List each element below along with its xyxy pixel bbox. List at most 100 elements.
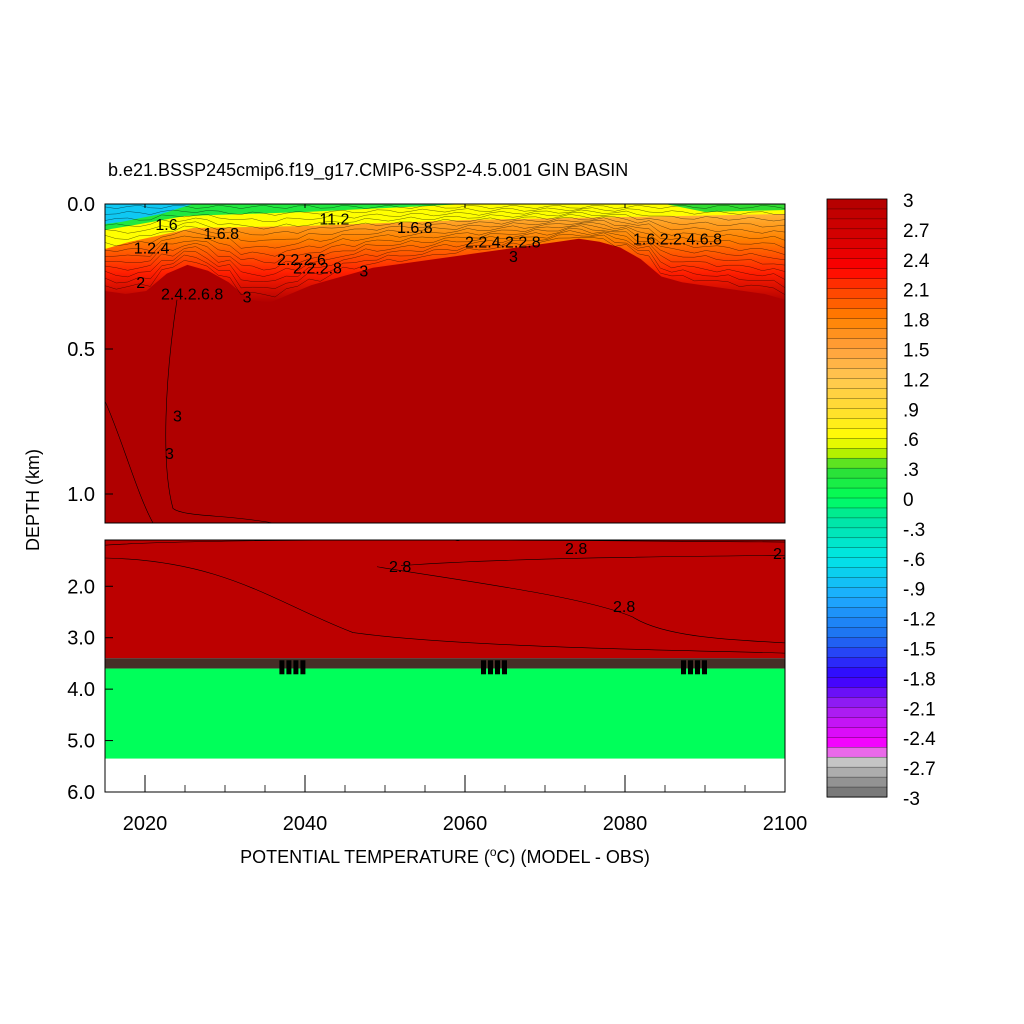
colorbar-swatch [826, 378, 888, 389]
colorbar-frame [826, 198, 888, 798]
colorbar-swatch [826, 338, 888, 350]
contour-line [105, 209, 785, 223]
colorbar-swatch [826, 418, 888, 429]
x-axis-label-head: POTENTIAL TEMPERATURE ( [240, 847, 490, 867]
colorbar-swatch [826, 388, 888, 399]
colorbar-label: 2.7 [903, 221, 929, 242]
contour-label-cluster [702, 660, 707, 675]
colorbar-swatch [826, 457, 888, 469]
colorbar-swatch [826, 348, 888, 360]
colorbar-label: -2.4 [903, 729, 936, 750]
colorbar-swatch [826, 208, 888, 220]
contour-label-cluster [481, 660, 486, 675]
colorbar-swatch [826, 288, 888, 300]
contour-label-cluster [681, 660, 686, 675]
contour-label: 2.2.4.2.2.8 [465, 235, 541, 252]
colorbar-label: .6 [903, 430, 919, 451]
colorbar-swatch [826, 587, 888, 599]
colorbar-swatch [826, 497, 888, 509]
colorbar-label: -2.7 [903, 759, 936, 780]
lower-panel-frame [104, 539, 786, 793]
surface-green-patch-east [665, 204, 785, 212]
colorbar-swatch [826, 717, 888, 728]
contour-line [105, 225, 785, 271]
colorbar-label: -1.8 [903, 669, 936, 690]
contour-label-cluster [488, 660, 493, 675]
contour-line-west [105, 401, 154, 523]
contour-label-cluster [279, 660, 285, 675]
colorbar-swatch [826, 557, 888, 569]
colorbar-swatch [826, 687, 888, 698]
colorbar-swatch [826, 318, 888, 330]
colorbar-label: 3 [903, 191, 914, 212]
colorbar-label: 1.2 [903, 370, 929, 391]
colorbar-swatch [826, 438, 888, 449]
colorbar-swatch [826, 677, 888, 688]
colorbar-label: 1.8 [903, 311, 929, 332]
colorbar-swatch [826, 278, 888, 290]
y-tick-label: 0.0 [67, 194, 95, 216]
colorbar-swatch [826, 747, 888, 758]
colorbar-swatch [826, 467, 888, 479]
contour-label-cluster [688, 660, 693, 675]
contour-line [105, 212, 785, 230]
x-tick-label: 2100 [763, 813, 808, 835]
colorbar-label: -3 [903, 789, 920, 810]
contour-label: 1.6 [155, 217, 177, 234]
contour-label: 2.4.2.6.8 [161, 287, 223, 304]
contour-label-cluster [695, 660, 700, 675]
contour-label: 1.6.2.2.4.6.8 [633, 232, 722, 249]
contour-label: 1.2.4 [134, 240, 170, 257]
deep-warm-field [105, 540, 785, 659]
colorbar-swatch [826, 657, 888, 668]
contour-label: 11.2 [319, 211, 349, 228]
contour-line-3 [165, 299, 274, 523]
x-tick-label: 2080 [603, 813, 648, 835]
colorbar-swatch [826, 258, 888, 270]
contour-line [105, 204, 785, 209]
contour-label: 2.8 [773, 546, 795, 563]
contour-label-cluster [495, 660, 500, 675]
colorbar-swatch [826, 577, 888, 589]
colorbar-swatch [826, 358, 888, 369]
contour-line [105, 219, 785, 249]
contour-label: 3 [359, 264, 368, 281]
y-tick-label: 2.0 [67, 576, 95, 598]
colorbar-swatch [826, 507, 888, 519]
contour-line [105, 207, 785, 216]
colorbar-swatch [826, 428, 888, 439]
contour-line-28-b [376, 566, 785, 644]
colorbar-swatch [826, 537, 888, 549]
colorbar-swatch [826, 776, 888, 788]
x-tick-label: 2040 [283, 813, 328, 835]
colorbar-swatch [826, 368, 888, 379]
colorbar-label: 2.4 [903, 251, 930, 272]
colorbar-swatch [826, 786, 888, 798]
axis-ticks: 2020 2040 2060 2080 2100 0.0 0.5 1.0 2.0 3.0 4.0 5.… [67, 194, 807, 835]
contour-label: 3 [243, 290, 252, 307]
contour-line-3-lower [105, 540, 785, 546]
colorbar-swatch [826, 697, 888, 708]
y-tick-label: 5.0 [67, 731, 95, 753]
contour-label: 2.2.2.8 [293, 261, 342, 278]
x-tick-label: 2020 [123, 813, 168, 835]
y-tick-label: 4.0 [67, 679, 95, 701]
contour-line [105, 223, 785, 264]
y-tick-label: 6.0 [67, 782, 95, 804]
y-tick-label: 3.0 [67, 628, 95, 650]
colorbar-swatch [826, 637, 888, 649]
colorbar-swatch [826, 298, 888, 310]
colorbar-label: .3 [903, 460, 919, 481]
colorbar-swatch [826, 477, 888, 489]
colorbar-swatch [826, 448, 888, 459]
contour-label: 3 [509, 249, 518, 266]
colorbar-swatch [826, 597, 888, 609]
colorbar-swatch [826, 667, 888, 678]
lower-panel: 3 2.8 3 2.8 2.8 2.8 [105, 528, 795, 792]
contour-label-cluster [502, 660, 507, 675]
x-tick-label: 2060 [443, 813, 488, 835]
contour-label: 2.2.2.6 [277, 252, 326, 269]
contour-label: 3 [165, 446, 174, 463]
contour-label: 3 [453, 528, 462, 545]
surface-cold-patch [105, 204, 193, 224]
